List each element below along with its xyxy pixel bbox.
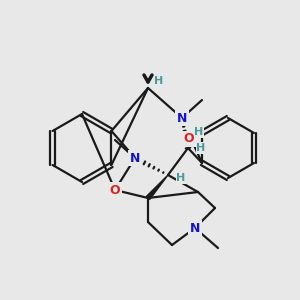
- Text: H: H: [176, 173, 186, 183]
- Text: H: H: [154, 76, 164, 86]
- Text: O: O: [110, 184, 120, 196]
- Text: N: N: [190, 221, 200, 235]
- Text: O: O: [184, 133, 194, 146]
- Text: N: N: [130, 152, 140, 164]
- Text: H: H: [196, 143, 206, 153]
- Polygon shape: [146, 175, 168, 200]
- Text: N: N: [177, 112, 187, 124]
- Text: H: H: [194, 127, 204, 137]
